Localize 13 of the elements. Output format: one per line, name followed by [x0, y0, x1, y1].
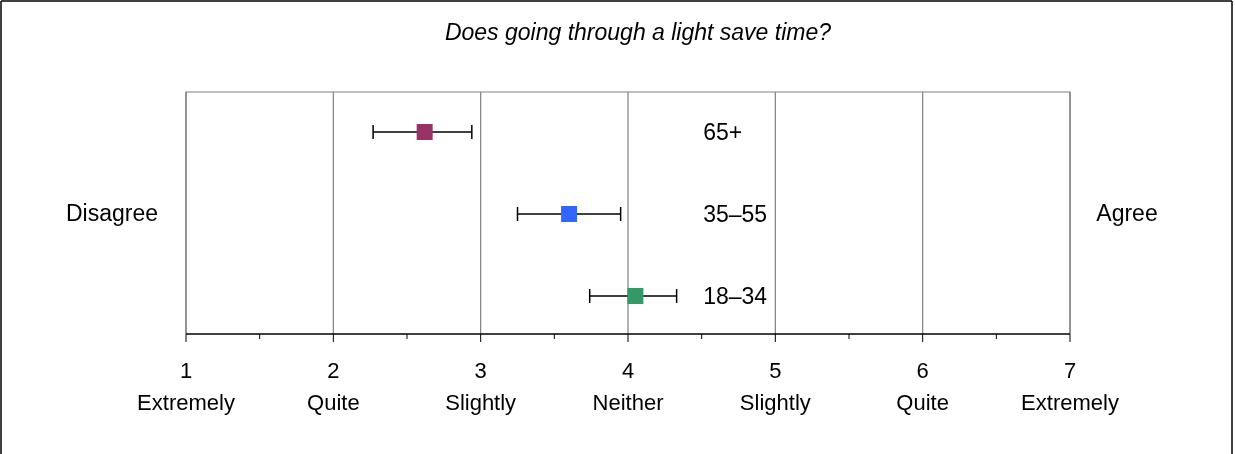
y-tick-label: 35–55 — [703, 201, 768, 227]
x-tick-label: 3 Slightly — [445, 358, 517, 415]
x-tick-label: 2 Quite — [307, 358, 360, 415]
x-tick-label: 5 Slightly — [739, 358, 811, 415]
x-tick-label: 4 Neither — [592, 358, 664, 415]
y2-axis-title: Agree — [1096, 200, 1158, 226]
y-tick-label: 65+ — [703, 119, 743, 145]
y-axis-title: Disagree — [65, 200, 159, 226]
x-tick-label: 7 Extremely — [1021, 358, 1119, 415]
chart-title: Does going through a light save time? — [444, 19, 832, 45]
y-tick-label: 18–34 — [703, 283, 768, 309]
x-tick-label: 6 Quite — [896, 358, 949, 415]
x-tick-label: 1 Extremely — [137, 358, 235, 415]
